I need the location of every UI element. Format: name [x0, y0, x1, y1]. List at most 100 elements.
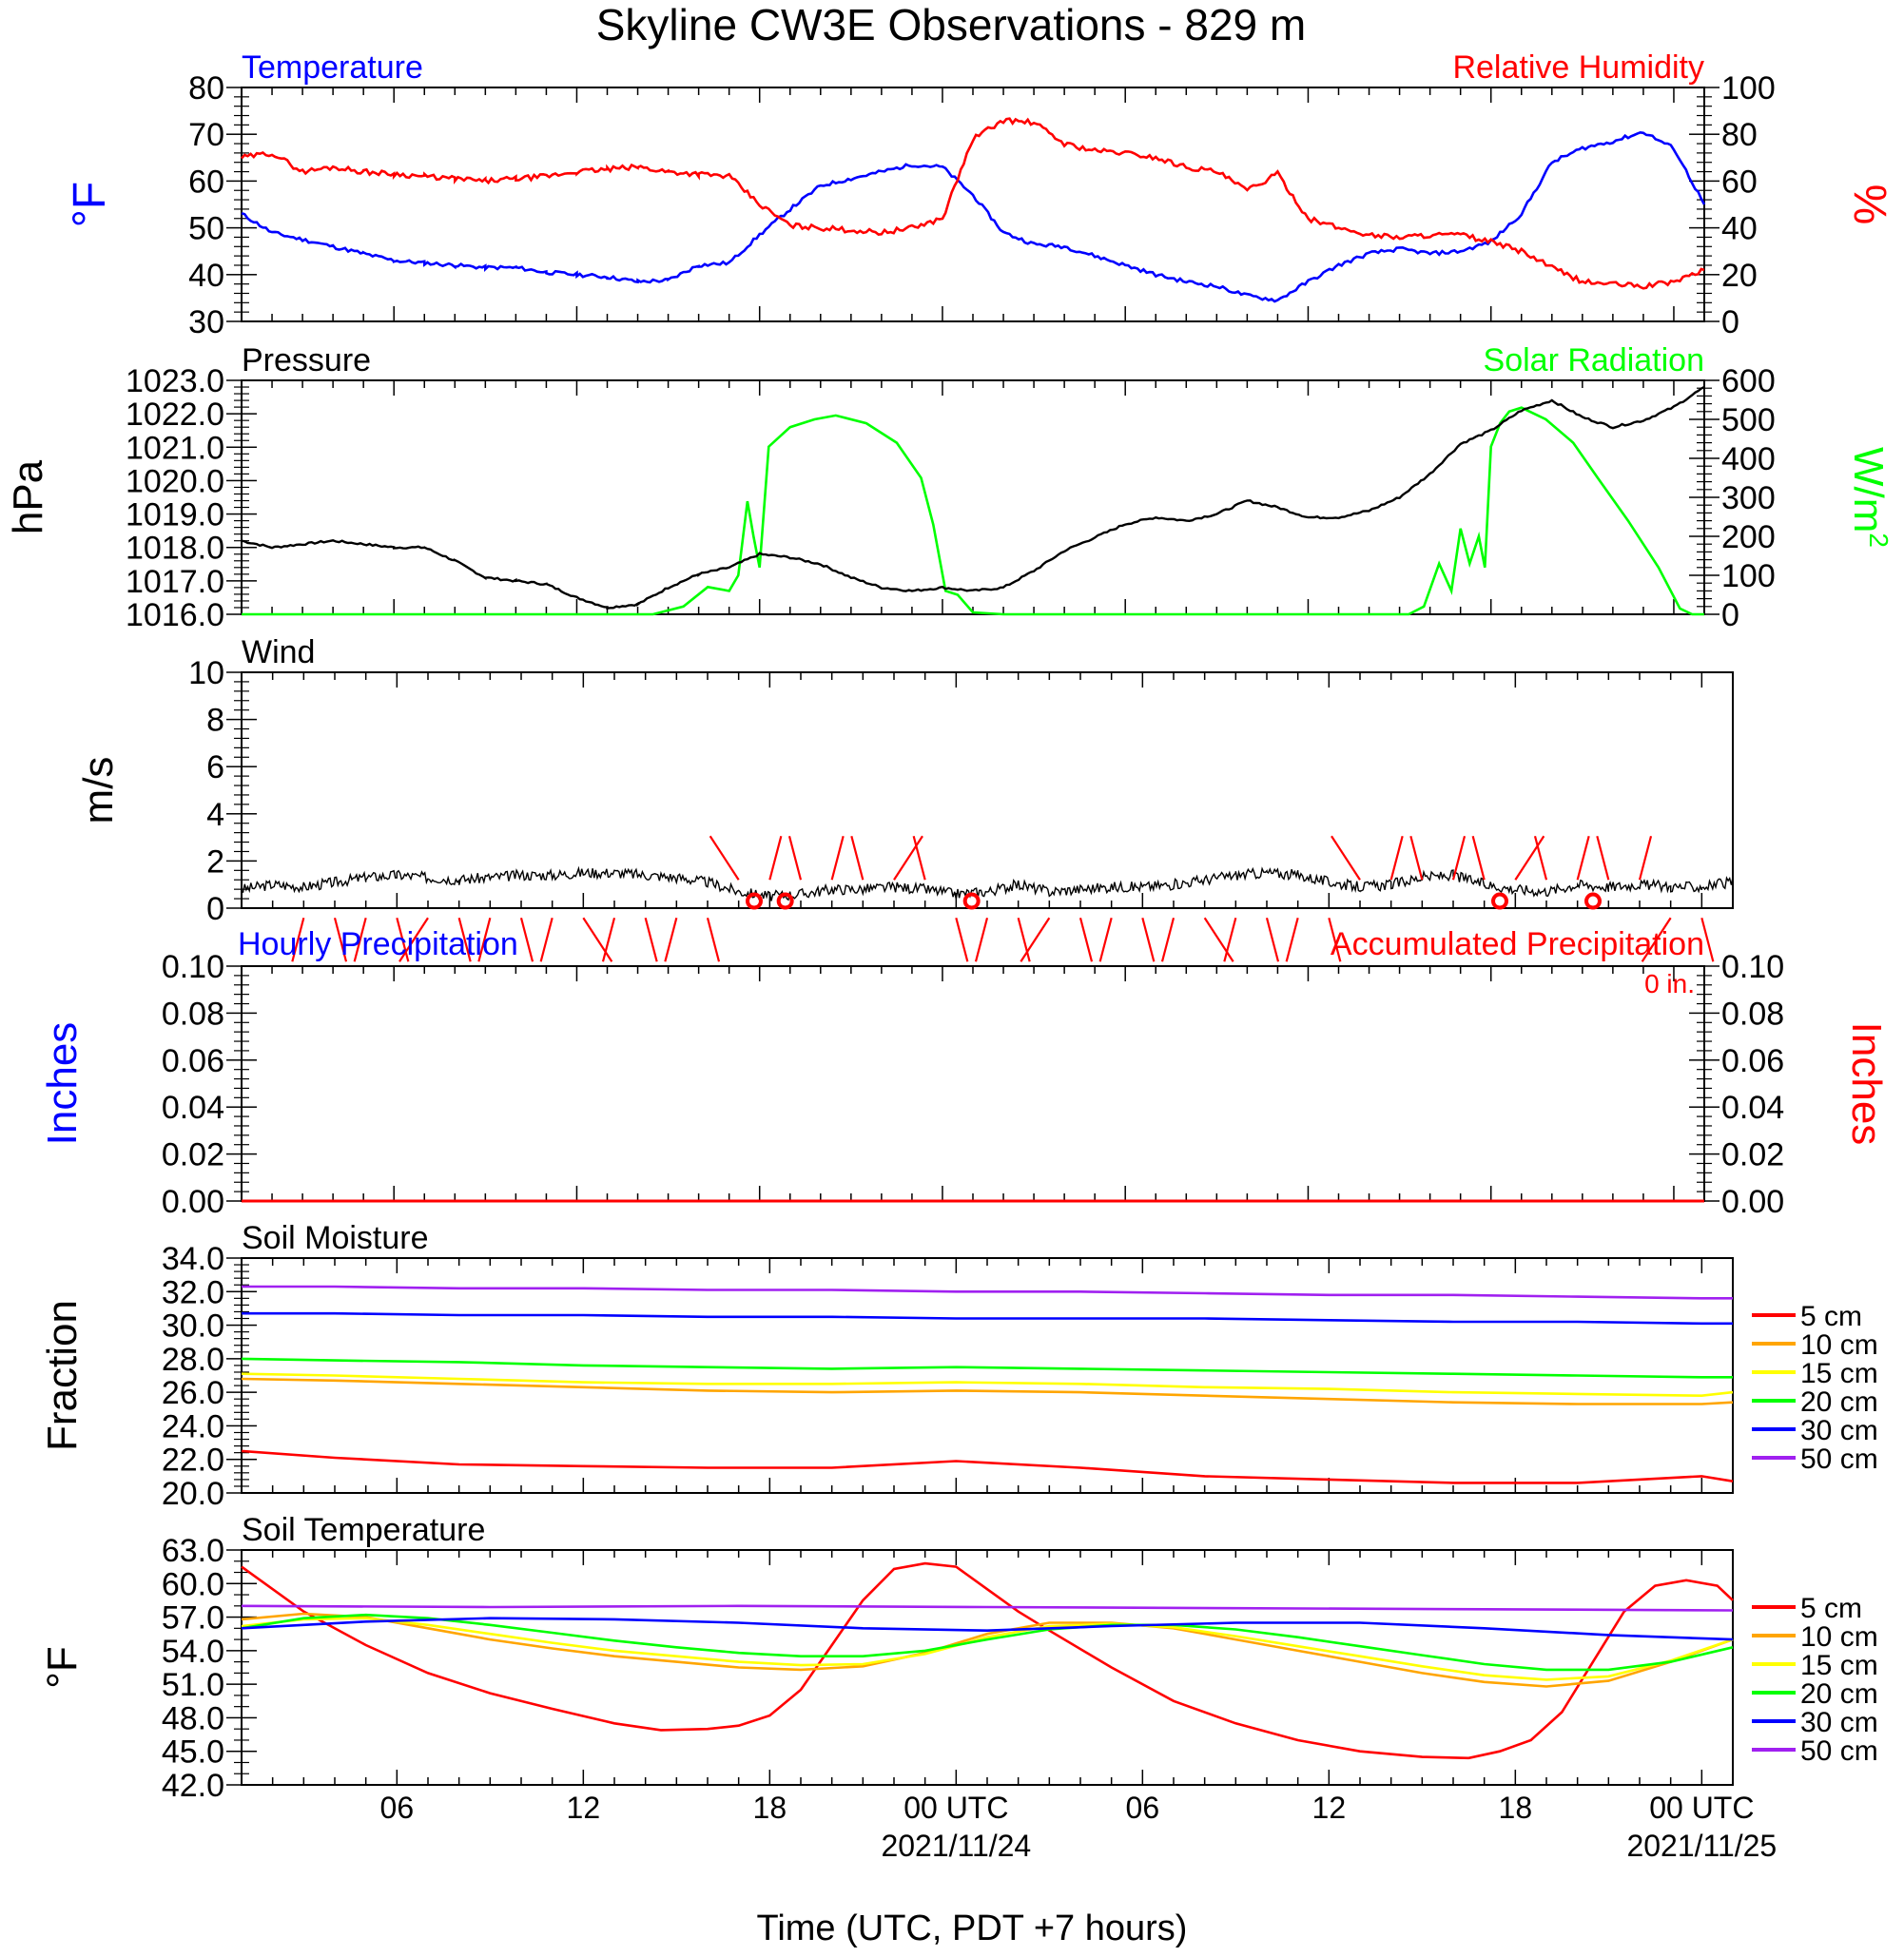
y-tick-label: 1019.0: [126, 497, 224, 533]
soil-temperature-line: [241, 1617, 1734, 1641]
y-tick-label: 200: [1721, 519, 1776, 555]
wind-barb: [974, 917, 989, 962]
y-tick-label: 63.0: [162, 1533, 224, 1569]
temperature-humidity-panel: 30 40 50 60 70 80 0 20 40 60 80 100 Temperature Relat…: [65, 49, 1894, 340]
y-tick-label: 0.10: [162, 949, 224, 985]
y-tick-label: 0.02: [162, 1137, 224, 1173]
soil-moisture-line: [241, 1357, 1733, 1379]
y-tick-label: 0.04: [162, 1090, 224, 1126]
wind-barb: [1451, 835, 1467, 881]
wind-barb: [664, 917, 678, 962]
y-tick-label: 400: [1721, 441, 1776, 477]
y-tick-label: 1020.0: [126, 463, 224, 499]
y-tick-label: 51.0: [162, 1667, 224, 1703]
y-tick-label: 45.0: [162, 1734, 224, 1771]
soil-temperature-line: [241, 1604, 1734, 1612]
wind-barb: [353, 917, 367, 962]
y-tick-label: 30: [188, 304, 224, 340]
wind-barb: [398, 917, 429, 962]
y-tick-label: 1023.0: [126, 363, 224, 399]
y-tick-label: 1021.0: [126, 430, 224, 466]
wind-barb: [1285, 917, 1299, 962]
calm-wind-marker: [1491, 892, 1508, 910]
y-tick-label: 10: [188, 655, 224, 691]
wind-speed-line: [241, 865, 1734, 901]
y-tick-label: 70: [188, 117, 224, 153]
y-tick-label: 0.08: [1721, 996, 1784, 1032]
wind-barb: [1514, 835, 1545, 881]
wind-title: Wind: [242, 634, 315, 670]
wind-barb: [830, 835, 845, 881]
temperature-line: [241, 130, 1706, 303]
pressure-axis-label: hPa: [5, 459, 51, 534]
soil-temperature-title: Soil Temperature: [242, 1512, 485, 1548]
humidity-line: [241, 117, 1705, 290]
y-tick-label: 0.10: [1721, 949, 1784, 985]
wind-barb: [1596, 835, 1610, 881]
legend-label: 15 cm: [1800, 1358, 1878, 1389]
wind-barb: [787, 835, 803, 881]
y-tick-label: 0.00: [1721, 1184, 1784, 1220]
precip-total-label: 0 in.: [1644, 969, 1695, 998]
y-tick-label: 8: [206, 703, 224, 739]
y-tick-label: 300: [1721, 480, 1776, 516]
wind-barb: [1471, 835, 1486, 881]
y-tick-label: 0.02: [1721, 1137, 1784, 1173]
temperature-title: Temperature: [242, 49, 423, 86]
pressure-title: Pressure: [242, 342, 371, 378]
y-tick-label: 0: [206, 891, 224, 927]
wind-barb: [1078, 917, 1094, 962]
soil-moisture-axis-label: Fraction: [39, 1300, 86, 1451]
y-tick-label: 0.08: [162, 996, 224, 1032]
y-tick-label: 40: [1721, 211, 1758, 247]
y-tick-label: 22.0: [162, 1443, 224, 1479]
hourly-precip-title: Hourly Precipitation: [238, 926, 518, 962]
calm-wind-marker: [776, 892, 794, 910]
wind-barb: [709, 835, 740, 881]
y-tick-label: 32.0: [162, 1274, 224, 1310]
y-tick-label: 0.06: [162, 1043, 224, 1079]
soil-moisture-line: [242, 1311, 1733, 1326]
plot-frame: [241, 965, 1705, 1202]
wind-barb: [1203, 917, 1234, 962]
wind-barb: [1223, 917, 1237, 962]
wind-barb: [850, 835, 865, 881]
x-axis-label: Time (UTC, PDT +7 hours): [757, 1909, 1188, 1948]
solar-title: Solar Radiation: [1484, 342, 1704, 378]
y-tick-label: 20: [1721, 258, 1758, 294]
wind-barb: [1533, 835, 1548, 881]
wind-barb: [1265, 917, 1280, 962]
wind-barb: [644, 917, 658, 962]
x-tick-label: 12: [567, 1791, 601, 1825]
wind-barb: [768, 835, 783, 881]
humidity-title: Relative Humidity: [1452, 49, 1704, 86]
wind-barb: [1576, 835, 1590, 881]
y-tick-label: 80: [188, 70, 224, 107]
plot-frame: [241, 379, 1705, 615]
wind-barb: [1328, 917, 1342, 962]
wind-barb: [539, 917, 554, 962]
y-tick-label: 2: [206, 843, 224, 880]
wind-barb: [1141, 917, 1156, 962]
wind-barb: [1638, 835, 1653, 881]
soil-moisture-line: [241, 1449, 1734, 1484]
y-tick-label: 0.06: [1721, 1043, 1784, 1079]
x-tick-label: 00 UTC: [1649, 1791, 1754, 1825]
y-tick-label: 4: [206, 797, 224, 833]
y-tick-label: 0: [1721, 597, 1739, 633]
y-tick-label: 54.0: [162, 1634, 224, 1670]
calm-wind-marker: [746, 892, 763, 910]
y-tick-label: 48.0: [162, 1700, 224, 1736]
pressure-line: [241, 385, 1705, 610]
y-tick-label: 26.0: [162, 1375, 224, 1411]
soil-moisture-line: [241, 1372, 1734, 1398]
wind-barb: [601, 917, 616, 962]
y-tick-label: 0.00: [162, 1184, 224, 1220]
y-tick-label: 0.04: [1721, 1090, 1784, 1126]
y-tick-label: 60.0: [162, 1566, 224, 1602]
wind-barb: [582, 917, 613, 962]
wind-barb: [1700, 917, 1715, 962]
legend-label: 20 cm: [1800, 1386, 1878, 1418]
